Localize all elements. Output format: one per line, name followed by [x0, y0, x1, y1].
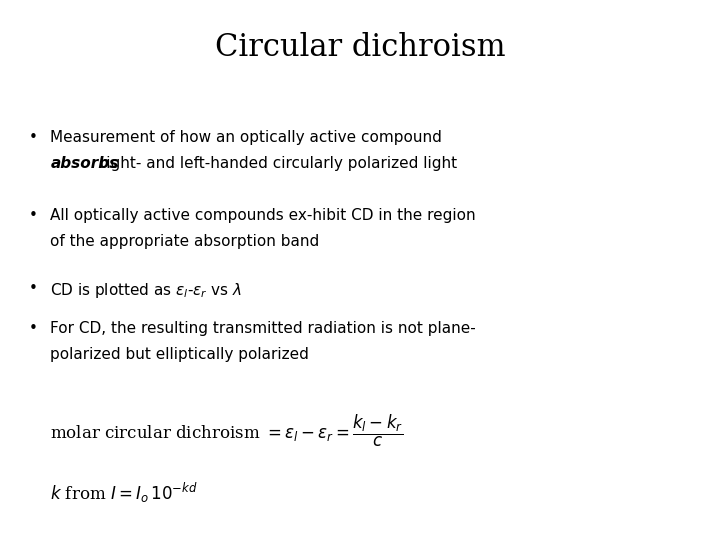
Text: •: •	[29, 321, 37, 336]
Text: For CD, the resulting transmitted radiation is not plane-: For CD, the resulting transmitted radiat…	[50, 321, 476, 336]
Text: absorbs: absorbs	[50, 156, 119, 171]
Text: polarized but elliptically polarized: polarized but elliptically polarized	[50, 347, 310, 362]
Text: CD is plotted as $\varepsilon_l$-$\varepsilon_r$ vs $\lambda$: CD is plotted as $\varepsilon_l$-$\varep…	[50, 281, 243, 300]
Text: •: •	[29, 130, 37, 145]
Text: All optically active compounds ex-hibit CD in the region: All optically active compounds ex-hibit …	[50, 208, 476, 223]
Text: of the appropriate absorption band: of the appropriate absorption band	[50, 234, 320, 249]
Text: •: •	[29, 281, 37, 296]
Text: Measurement of how an optically active compound: Measurement of how an optically active c…	[50, 130, 442, 145]
Text: •: •	[29, 208, 37, 223]
Text: Circular dichroism: Circular dichroism	[215, 32, 505, 63]
Text: molar circular dichroism $= \varepsilon_l - \varepsilon_r = \dfrac{k_l - k_r}{c}: molar circular dichroism $= \varepsilon_…	[50, 413, 403, 449]
Text: right- and left-handed circularly polarized light: right- and left-handed circularly polari…	[95, 156, 457, 171]
Text: $k$ from $I = I_o\,10^{-kd}$: $k$ from $I = I_o\,10^{-kd}$	[50, 481, 198, 505]
